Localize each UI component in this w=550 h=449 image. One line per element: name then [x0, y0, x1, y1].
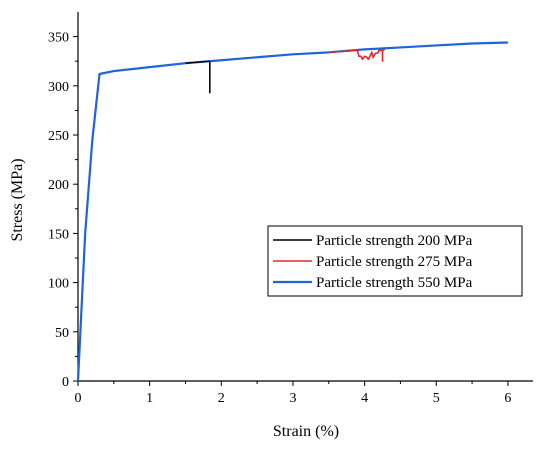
x-tick-label: 2: [218, 391, 225, 406]
series-line-550mpa: [76, 41, 508, 382]
series-drop-200mpa: [185, 60, 211, 93]
x-tick-label: 4: [361, 391, 368, 406]
x-tick-label: 1: [146, 391, 153, 406]
legend: Particle strength 200 MPa Particle streng…: [267, 225, 523, 297]
y-tick-label: 350: [48, 31, 69, 46]
y-tick-label: 250: [48, 129, 69, 144]
x-axis-title: Strain (%): [273, 423, 339, 440]
x-tick-label: 6: [504, 391, 511, 406]
y-tick-label: 50: [55, 326, 69, 341]
y-tick-label: 200: [48, 178, 69, 193]
y-tick-label: 300: [48, 80, 69, 95]
legend-entry-label: Particle strength 550 MPa: [316, 275, 473, 291]
y-tick-label: 100: [48, 277, 69, 292]
axes: 0 1 2 3 4 5 6 0 50 100 150 200 250 300 350: [48, 12, 533, 406]
x-tick-label: 3: [289, 391, 296, 406]
series-drop-275mpa: [328, 48, 385, 62]
series-group: [76, 41, 508, 382]
plot-background: [78, 12, 533, 381]
x-tick-label: 0: [75, 391, 82, 406]
x-tick-label: 5: [433, 391, 440, 406]
y-tick-label: 150: [48, 227, 69, 242]
plot-area: [78, 12, 533, 381]
y-tick-label: 0: [62, 375, 69, 390]
legend-entry-label: Particle strength 200 MPa: [316, 233, 473, 249]
y-axis-title: Stress (MPa): [9, 158, 26, 241]
legend-entry-label: Particle strength 275 MPa: [316, 254, 473, 270]
